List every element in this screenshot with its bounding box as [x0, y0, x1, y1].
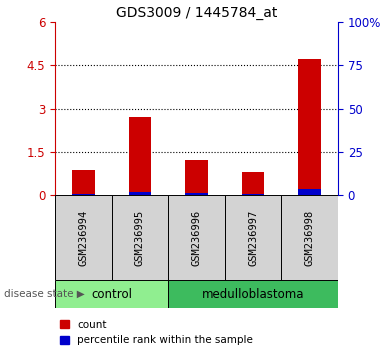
Text: GSM236997: GSM236997 — [248, 209, 258, 266]
Text: control: control — [91, 287, 132, 301]
Bar — [129, 192, 151, 195]
Bar — [298, 59, 321, 195]
Bar — [55, 195, 111, 280]
Bar — [168, 195, 225, 280]
Text: GSM236995: GSM236995 — [135, 209, 145, 266]
Text: GSM236996: GSM236996 — [192, 209, 201, 266]
Bar — [242, 172, 264, 195]
Bar — [298, 189, 321, 195]
Bar — [225, 195, 282, 280]
Legend: count, percentile rank within the sample: count, percentile rank within the sample — [60, 320, 253, 345]
Bar — [72, 171, 95, 195]
Text: disease state ▶: disease state ▶ — [4, 289, 85, 299]
Bar — [129, 117, 151, 195]
Bar — [282, 195, 338, 280]
Text: GSM236998: GSM236998 — [305, 209, 315, 266]
Text: GSM236994: GSM236994 — [78, 209, 88, 266]
Title: GDS3009 / 1445784_at: GDS3009 / 1445784_at — [116, 6, 277, 19]
Bar — [168, 280, 338, 308]
Bar — [185, 193, 208, 195]
Bar — [185, 160, 208, 195]
Bar — [111, 195, 168, 280]
Text: medulloblastoma: medulloblastoma — [202, 287, 304, 301]
Bar — [55, 280, 168, 308]
Bar — [72, 194, 95, 195]
Bar — [242, 194, 264, 195]
